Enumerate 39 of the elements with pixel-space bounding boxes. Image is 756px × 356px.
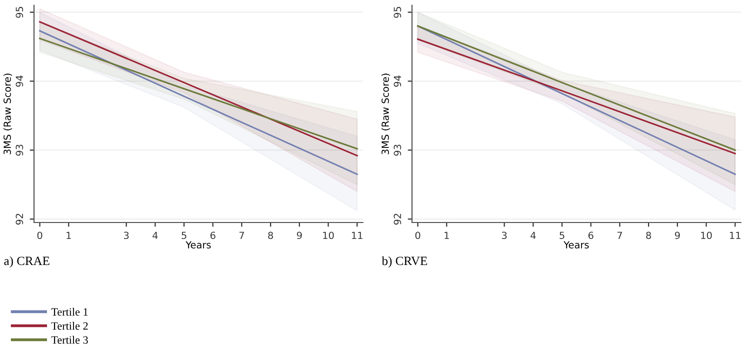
x-tick-label: 0 <box>415 232 420 240</box>
y-tick-label: 92 <box>16 214 24 225</box>
x-tick-label: 1 <box>444 232 449 239</box>
y-tick-label: 95 <box>394 6 402 18</box>
x-tick-label: 11 <box>730 232 740 239</box>
x-axis-title: Years <box>564 241 589 248</box>
y-tick-label: 93 <box>394 144 402 156</box>
x-tick-label: 6 <box>210 232 216 240</box>
x-tick-label: 5 <box>182 232 186 240</box>
x-tick-label: 6 <box>588 232 594 240</box>
legend-label: Tertile 2 <box>51 322 88 330</box>
x-tick-label: 1 <box>66 232 71 239</box>
y-tick-label: 94 <box>16 76 24 87</box>
x-tick-label: 10 <box>323 232 334 240</box>
x-tick-label: 8 <box>268 232 273 240</box>
y-tick-label: 95 <box>16 6 24 18</box>
x-tick-label: 0 <box>37 232 42 240</box>
y-axis-title: 3MS (Raw Score) <box>3 74 12 154</box>
x-axis-title: Years <box>186 241 211 248</box>
y-axis-title: 3MS (Raw Score) <box>381 74 390 154</box>
legend-label: Tertile 3 <box>51 336 88 344</box>
legend-label: Tertile 1 <box>51 308 88 316</box>
y-tick-label: 93 <box>16 144 24 156</box>
text: b) CRVE <box>382 256 428 268</box>
x-tick-label: 11 <box>352 232 362 239</box>
x-tick-label: 3 <box>502 232 507 240</box>
x-tick-label: 3 <box>124 232 129 240</box>
x-tick-label: 5 <box>560 232 564 240</box>
x-tick-label: 8 <box>646 232 651 240</box>
x-tick-label: 9 <box>296 232 302 240</box>
text: a) CRAE <box>4 256 50 268</box>
x-tick-label: 7 <box>617 232 622 239</box>
x-tick-label: 7 <box>239 232 244 239</box>
x-tick-label: 10 <box>701 232 712 240</box>
x-tick-label: 9 <box>674 232 680 240</box>
y-tick-label: 92 <box>394 214 402 225</box>
x-tick-label: 4 <box>152 232 158 239</box>
x-tick-label: 4 <box>530 232 536 239</box>
y-tick-label: 94 <box>394 76 402 87</box>
